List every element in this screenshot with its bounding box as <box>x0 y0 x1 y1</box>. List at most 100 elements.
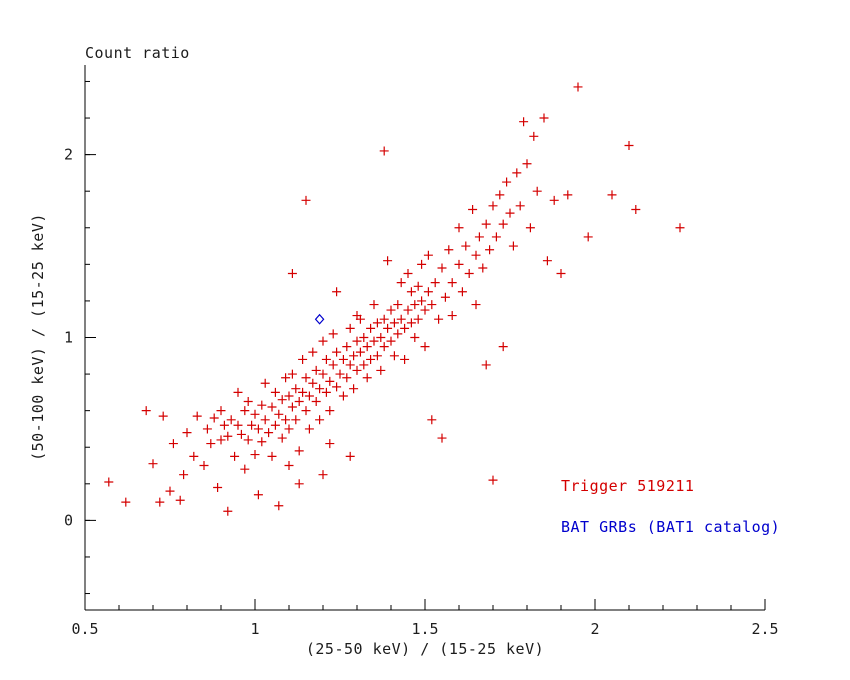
data-point-plus <box>216 435 226 445</box>
data-point-plus <box>454 223 464 233</box>
data-point-plus <box>383 256 393 266</box>
data-point-plus <box>311 365 321 375</box>
data-point-plus <box>444 245 454 255</box>
data-point-plus <box>515 201 525 211</box>
data-point-plus <box>291 384 301 394</box>
data-point-plus <box>236 429 246 439</box>
data-point-plus <box>338 391 348 401</box>
data-point-plus <box>481 360 491 370</box>
data-point-plus <box>406 287 416 297</box>
data-point-plus <box>294 479 304 489</box>
data-point-plus <box>369 336 379 346</box>
data-point-plus <box>250 450 260 460</box>
legend-bat-catalog-label: BAT GRBs (BAT1 catalog) <box>561 517 781 536</box>
data-point-plus <box>502 177 512 187</box>
data-point-plus <box>270 387 280 397</box>
data-point-plus <box>379 342 389 352</box>
data-point-plus <box>464 268 474 278</box>
data-point-plus <box>508 241 518 251</box>
data-point-plus <box>277 395 287 405</box>
data-point-plus <box>315 384 325 394</box>
data-point-plus <box>253 424 263 434</box>
data-point-plus <box>243 435 253 445</box>
data-point-plus <box>366 323 376 333</box>
data-point-plus <box>369 300 379 310</box>
data-point-plus <box>301 195 311 205</box>
data-point-plus <box>257 400 267 410</box>
data-point-plus <box>267 402 277 412</box>
data-point-plus <box>199 461 209 471</box>
data-point-plus <box>675 223 685 233</box>
data-point-plus <box>386 336 396 346</box>
data-point-plus <box>267 451 277 461</box>
data-point-plus <box>372 351 382 361</box>
data-point-plus <box>481 219 491 229</box>
data-point-plus <box>393 300 403 310</box>
data-point-plus <box>284 391 294 401</box>
data-point-plus <box>495 190 505 200</box>
data-point-plus <box>400 323 410 333</box>
data-point-plus <box>583 232 593 242</box>
data-point-plus <box>440 292 450 302</box>
data-point-plus <box>359 360 369 370</box>
data-point-plus <box>250 409 260 419</box>
data-point-plus <box>321 354 331 364</box>
data-point-plus <box>179 470 189 480</box>
data-point-plus <box>417 259 427 269</box>
data-point-plus <box>447 278 457 288</box>
data-point-plus <box>413 314 423 324</box>
data-point-plus <box>182 428 192 438</box>
data-point-plus <box>366 354 376 364</box>
data-point-plus <box>485 245 495 255</box>
data-point-plus <box>284 461 294 471</box>
data-point-plus <box>104 477 114 487</box>
legend-trigger-label: Trigger 519211 <box>561 477 695 496</box>
data-point-plus <box>301 406 311 416</box>
data-point-plus <box>400 354 410 364</box>
data-point-plus <box>213 482 223 492</box>
data-point-plus <box>168 439 178 449</box>
x-tick-label: 2.5 <box>751 620 778 638</box>
data-point-plus <box>230 451 240 461</box>
data-point-plus <box>389 351 399 361</box>
data-point-plus <box>233 420 243 430</box>
data-point-plus <box>345 451 355 461</box>
data-point-plus <box>386 305 396 315</box>
data-point-plus <box>175 495 185 505</box>
data-point-plus <box>525 223 535 233</box>
y-tick-label: 2 <box>64 146 73 164</box>
data-point-plus <box>257 437 267 447</box>
data-point-plus <box>457 287 467 297</box>
data-point-plus <box>243 397 253 407</box>
data-point-plus <box>352 365 362 375</box>
data-point-plus <box>362 373 372 383</box>
data-point-plus <box>420 342 430 352</box>
data-point-plus <box>219 420 229 430</box>
data-point-plus <box>542 256 552 266</box>
data-point-plus <box>121 497 131 507</box>
data-point-plus <box>403 268 413 278</box>
data-point-plus <box>413 281 423 291</box>
y-tick-label: 0 <box>64 511 73 529</box>
data-point-plus <box>447 311 457 321</box>
data-point-plus <box>471 250 481 260</box>
data-point-plus <box>352 336 362 346</box>
data-point-plus <box>206 439 216 449</box>
data-point-plus <box>342 342 352 352</box>
data-point-plus <box>423 287 433 297</box>
chart-title: Count ratio <box>85 44 190 62</box>
data-point-plus <box>406 318 416 328</box>
x-tick-label: 1 <box>250 620 259 638</box>
data-point-plus <box>512 168 522 178</box>
data-point-plus <box>332 347 342 357</box>
data-point-plus <box>345 323 355 333</box>
data-point-plus <box>328 329 338 339</box>
data-point-plus <box>233 387 243 397</box>
data-point-plus <box>318 369 328 379</box>
data-point-plus <box>325 439 335 449</box>
data-point-plus <box>315 415 325 425</box>
data-point-plus <box>332 287 342 297</box>
data-point-plus <box>291 415 301 425</box>
